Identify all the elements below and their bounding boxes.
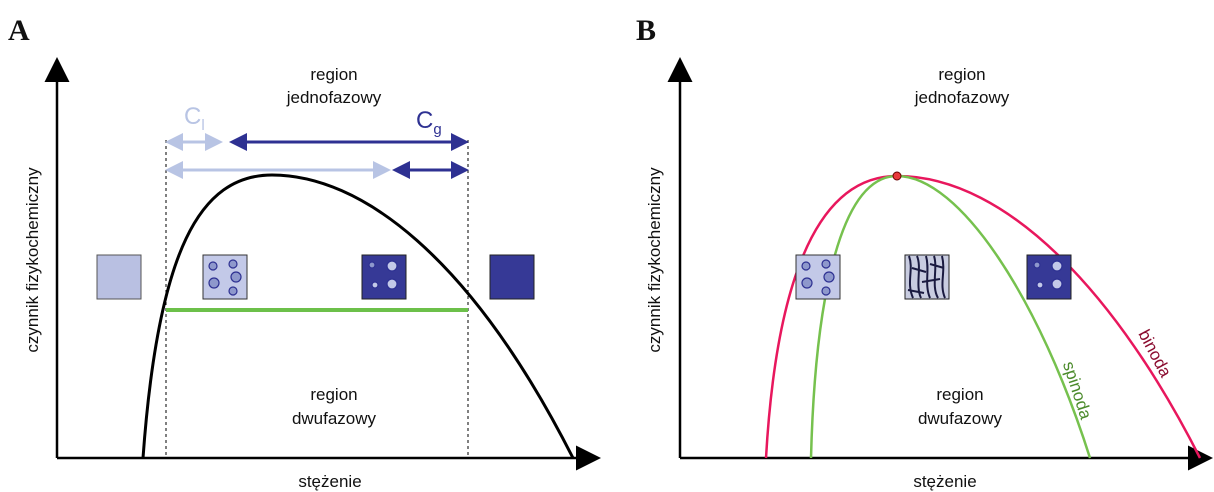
square-bubbles-dark: [362, 255, 406, 299]
cg-sub: g: [433, 121, 441, 138]
cl-label: Cl: [184, 103, 205, 134]
region-label: dwufazowy: [292, 409, 377, 428]
critical-point: [893, 172, 901, 180]
square-bubbles-dark: [1027, 255, 1071, 299]
region-label: jednofazowy: [914, 88, 1010, 107]
figure: A Cl Cg region jednofazowy region dwufaz…: [0, 0, 1214, 492]
panel-a: A Cl Cg region jednofazowy region dwufaz…: [8, 14, 596, 491]
spinodal-label: spinoda: [1059, 359, 1096, 422]
square-bubbles-light: [796, 255, 840, 299]
region-label: region: [310, 65, 357, 84]
cg-label: Cg: [416, 107, 442, 138]
x-axis-label: stężenie: [298, 472, 361, 491]
cl-sub: l: [201, 117, 204, 134]
cl-base: C: [184, 103, 201, 130]
cg-base: C: [416, 107, 433, 134]
x-axis-label: stężenie: [913, 472, 976, 491]
square-texture: [905, 255, 949, 299]
y-axis-label: czynnik fizykochemiczny: [645, 167, 664, 353]
region-label: region: [938, 65, 985, 84]
panel-letter: A: [8, 14, 30, 47]
region-label: dwufazowy: [918, 409, 1003, 428]
square-light: [97, 255, 141, 299]
square-dark: [490, 255, 534, 299]
panel-letter: B: [636, 14, 656, 47]
region-label: region: [310, 385, 357, 404]
y-axis-label: czynnik fizykochemiczny: [23, 167, 42, 353]
panel-b: B region jednofazowy region dwufazowy sp…: [636, 14, 1208, 491]
region-label: jednofazowy: [286, 88, 382, 107]
region-label: region: [936, 385, 983, 404]
square-bubbles-light: [203, 255, 247, 299]
